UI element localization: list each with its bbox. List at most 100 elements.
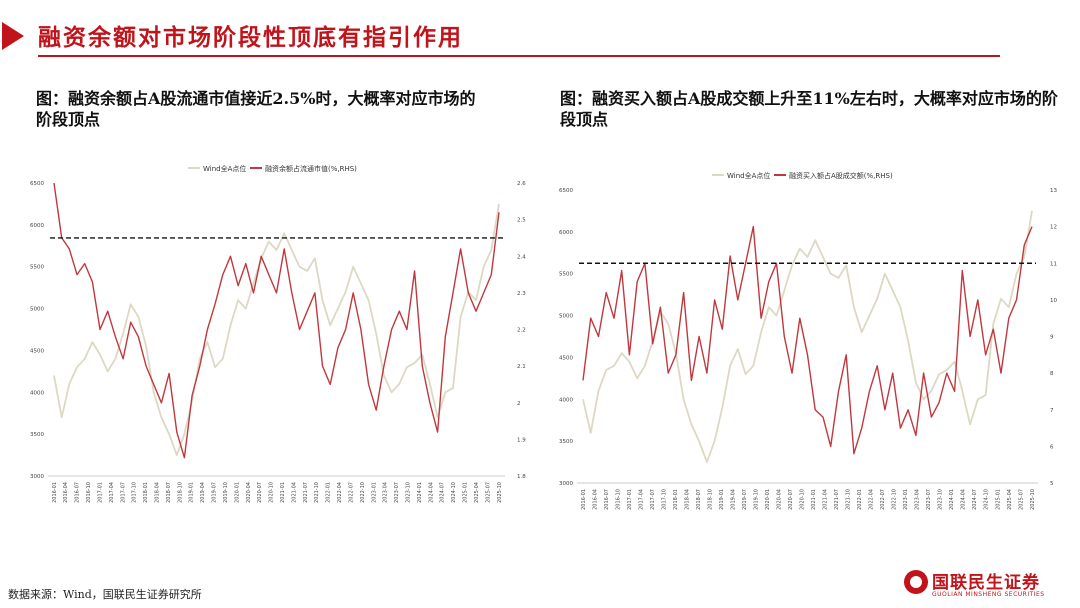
series-line-index (582, 210, 1033, 464)
x-tick-label: 2023-01 (371, 482, 377, 503)
x-tick-label: 2024-07 (972, 489, 978, 510)
x-tick-label: 2020-07 (257, 482, 263, 503)
logo-text-en: GUOLIAN MINSHENG SECURITIES (932, 591, 1045, 598)
title-rule (38, 55, 1000, 57)
x-tick-label: 2024-07 (440, 482, 446, 503)
x-tick-label: 2021-01 (280, 482, 286, 503)
series-line-ratio (53, 182, 500, 459)
x-tick-label: 2021-04 (823, 489, 829, 510)
x-tick-label: 2020-07 (788, 489, 794, 510)
x-tick-label: 2021-10 (846, 489, 852, 510)
x-tick-label: 2024-10 (984, 489, 990, 510)
x-tick-label: 2024-04 (961, 489, 967, 510)
right-tick-label: 2.2 (517, 328, 526, 334)
x-tick-label: 2017-07 (650, 489, 656, 510)
x-tick-label: 2019-01 (189, 482, 195, 503)
x-tick-label: 2022-01 (326, 482, 332, 503)
x-tick-label: 2018-04 (154, 482, 160, 503)
right-tick-label: 6 (1050, 444, 1054, 450)
x-tick-label: 2018-01 (143, 482, 149, 503)
left-tick-label: 5000 (559, 314, 573, 320)
logo-text-cn: 国联民生证券 (932, 573, 1040, 593)
right-tick-label: 12 (1050, 225, 1057, 231)
x-tick-label: 2023-04 (383, 482, 389, 503)
x-tick-label: 2020-04 (246, 482, 252, 503)
left-tick-label: 6000 (559, 230, 573, 236)
left-tick-label: 5500 (30, 265, 44, 271)
left-tick-label: 3500 (30, 432, 44, 438)
legend-label-index: Wind全A点位 (203, 164, 246, 173)
right-tick-label: 2.3 (517, 291, 526, 297)
left-tick-label: 5500 (559, 272, 573, 278)
source-note: 数据来源：Wind，国联民生证券研究所 (8, 588, 202, 601)
x-tick-label: 2020-10 (800, 489, 806, 510)
x-tick-label: 2017-01 (97, 482, 103, 503)
right-tick-label: 5 (1050, 481, 1054, 487)
right-tick-label: 1.8 (517, 474, 526, 480)
left-tick-label: 4000 (559, 397, 573, 403)
x-tick-label: 2021-07 (303, 482, 309, 503)
x-tick-label: 2016-07 (604, 489, 610, 510)
x-tick-label: 2022-01 (857, 489, 863, 510)
x-tick-label: 2017-10 (132, 482, 138, 503)
chart-1: Wind全A点位 融资余额占流通市值(%,RHS) 3000 3500 4000 4500… (30, 164, 526, 503)
x-tick-label: 2019-10 (753, 489, 759, 510)
x-tick-label: 2016-04 (592, 489, 598, 510)
x-tick-label: 2025-01 (995, 489, 1001, 510)
x-tick-label: 2018-07 (696, 489, 702, 510)
x-tick-label: 2024-10 (451, 482, 457, 503)
x-tick-label: 2023-10 (938, 489, 944, 510)
x-tick-label: 2022-04 (869, 489, 875, 510)
x-tick-label: 2021-01 (811, 489, 817, 510)
x-tick-label: 2017-10 (661, 489, 667, 510)
x-tick-label: 2016-01 (52, 482, 58, 503)
chart-legend: Wind全A点位 融资余额占流通市值(%,RHS) (188, 164, 357, 173)
x-tick-label: 2020-01 (234, 482, 240, 503)
x-tick-label: 2022-07 (348, 482, 354, 503)
x-tick-label: 2024-01 (949, 489, 955, 510)
x-tick-label: 2021-07 (834, 489, 840, 510)
title-arrow-icon (2, 22, 24, 50)
right-tick-label: 2.5 (517, 218, 526, 224)
x-tick-label: 2020-01 (765, 489, 771, 510)
x-tick-label: 2017-04 (638, 489, 644, 510)
left-tick-label: 6000 (30, 223, 44, 229)
x-tick-label: 2022-10 (892, 489, 898, 510)
title-bar: 融资余额对市场阶段性顶底有指引作用 (0, 18, 1080, 58)
left-tick-label: 5000 (30, 307, 44, 313)
x-tick-label: 2017-07 (120, 482, 126, 503)
right-tick-label: 8 (1050, 371, 1054, 377)
x-tick-label: 2018-01 (673, 489, 679, 510)
x-tick-label: 2023-10 (406, 482, 412, 503)
right-tick-label: 13 (1050, 188, 1057, 194)
x-tick-label: 2024-01 (417, 482, 423, 503)
x-tick-label: 2018-07 (166, 482, 172, 503)
x-tick-label: 2025-01 (463, 482, 469, 503)
x-tick-label: 2019-10 (223, 482, 229, 503)
x-tick-label: 2017-01 (627, 489, 633, 510)
x-tick-label: 2023-07 (926, 489, 932, 510)
x-tick-label: 2025-04 (1007, 489, 1013, 510)
left-tick-label: 6500 (559, 188, 573, 194)
company-logo: 国联民生证券 GUOLIAN MINSHENG SECURITIES (904, 568, 1054, 604)
chart-2: Wind全A点位 融资买入额占A股成交额(%,RHS) 3000 3500 4000 45… (559, 171, 1057, 510)
x-tick-label: 2022-04 (337, 482, 343, 503)
legend-label-ratio: 融资余额占流通市值(%,RHS) (265, 164, 357, 173)
x-tick-label: 2019-04 (200, 482, 206, 503)
right-tick-label: 2.6 (517, 181, 526, 187)
left-tick-label: 4500 (559, 355, 573, 361)
x-tick-label: 2022-10 (360, 482, 366, 503)
x-tick-label: 2016-04 (63, 482, 69, 503)
left-tick-label: 3500 (559, 439, 573, 445)
left-tick-label: 6500 (30, 181, 44, 187)
page-title: 融资余额对市场阶段性顶底有指引作用 (38, 24, 463, 51)
series-line-index (53, 203, 500, 457)
x-tick-label: 2016-10 (86, 482, 92, 503)
x-tick-label: 2021-04 (291, 482, 297, 503)
x-tick-label: 2019-01 (719, 489, 725, 510)
x-tick-label: 2018-04 (684, 489, 690, 510)
x-tick-label: 2020-04 (777, 489, 783, 510)
x-tick-label: 2021-10 (314, 482, 320, 503)
right-tick-label: 1.9 (517, 437, 526, 443)
chart-legend: Wind全A点位 融资买入额占A股成交额(%,RHS) (712, 171, 893, 180)
